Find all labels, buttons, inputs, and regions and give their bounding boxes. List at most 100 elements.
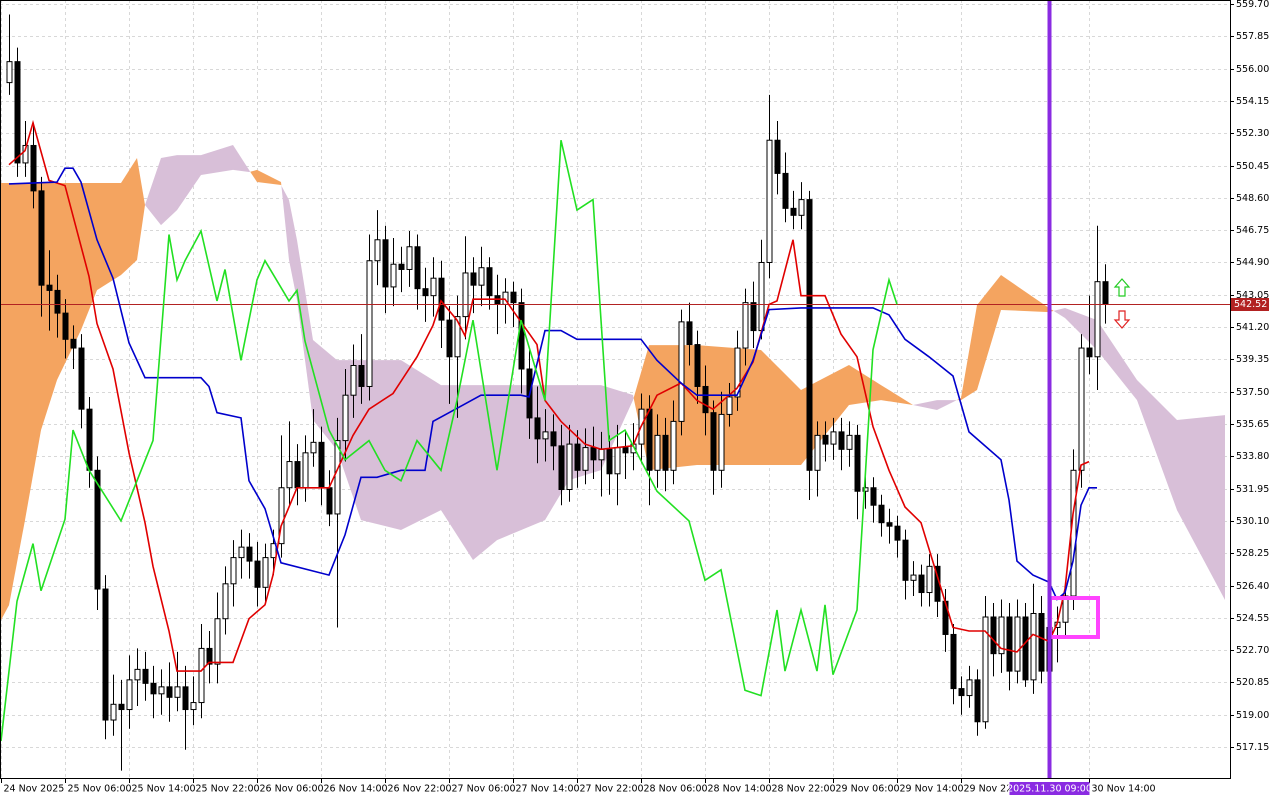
candle-body (558, 445, 565, 491)
x-tick-label: 29 Nov 22:00 (964, 784, 1028, 795)
candle-body (390, 263, 397, 288)
candle-body (446, 319, 453, 358)
x-tick-label: 27 Nov 06:00 (452, 784, 516, 795)
y-tick-label: 554.15 (1236, 96, 1269, 107)
candle-body (782, 172, 789, 209)
x-tick-label: 26 Nov 22:00 (388, 784, 452, 795)
x-tick-label: 25 Nov 14:00 (132, 784, 196, 795)
candle-body (774, 139, 781, 174)
candle-body (582, 447, 589, 471)
y-tick-label: 535.65 (1236, 419, 1269, 430)
cloud-fill (25, 183, 41, 521)
y-tick-label: 533.80 (1236, 451, 1269, 462)
x-tick-label: 26 Nov 06:00 (260, 784, 324, 795)
candle-body (254, 560, 261, 588)
candle-body (406, 246, 413, 270)
cloud-fill (633, 395, 634, 401)
candle-body (1094, 281, 1101, 358)
candle-body (158, 686, 165, 695)
cloud-fill (9, 183, 25, 606)
candle-body (966, 679, 973, 697)
y-tick-label: 531.95 (1236, 484, 1269, 495)
indicator-line (0, 140, 898, 742)
candle-body (94, 469, 101, 590)
candle-body (534, 417, 541, 440)
candle-body (918, 574, 925, 594)
y-tick-label: 526.40 (1236, 581, 1269, 592)
candle-body (614, 447, 621, 475)
candle-body (14, 61, 21, 164)
candle-body (166, 686, 173, 698)
cloud-fill (977, 275, 1001, 390)
y-tick-label: 556.00 (1236, 64, 1269, 75)
candle-body (70, 338, 77, 349)
candle-body (486, 267, 493, 297)
x-tick-label: 27 Nov 22:00 (580, 784, 644, 795)
cloud-fill (473, 385, 497, 561)
y-tick-label: 552.30 (1236, 128, 1269, 139)
candle-body (350, 365, 357, 396)
candle-body (126, 679, 133, 711)
candle-body (702, 385, 709, 414)
cloud-fill (297, 240, 313, 420)
y-tick-label: 541.20 (1236, 322, 1269, 333)
candle-body (422, 288, 429, 297)
candle-body (1038, 612, 1045, 672)
candle-body (998, 616, 1005, 655)
candle-body (206, 647, 213, 665)
candle-body (742, 302, 749, 349)
sell-arrow (1113, 310, 1131, 329)
candle-body (430, 277, 437, 297)
x-tick-label: 25 Nov 06:00 (68, 784, 132, 795)
candle-body (302, 452, 309, 489)
x-tick-label: 29 Nov 14:00 (900, 784, 964, 795)
candle-body (862, 487, 869, 492)
candle-body (54, 289, 61, 314)
candle-body (1022, 616, 1029, 681)
candle-body (134, 668, 141, 681)
candle-body (814, 434, 821, 471)
indicator-lines (0, 119, 1230, 742)
candle-body (838, 431, 845, 450)
candle-body (174, 686, 181, 698)
grid (0, 0, 1230, 778)
cloud-fill (881, 385, 913, 405)
cloud-fill (1001, 275, 1049, 313)
cloud-fill (289, 199, 297, 301)
cloud-fill (337, 360, 361, 521)
candle-body (262, 557, 269, 588)
candle-body (142, 668, 149, 684)
cloud-fill (1, 183, 9, 621)
cloud-fill (801, 364, 849, 466)
candle-body (846, 434, 853, 450)
candle-body (78, 347, 85, 410)
current-price-tag (1231, 298, 1269, 311)
candle-body (870, 487, 877, 506)
y-tick-label: 517.15 (1236, 742, 1269, 753)
candle-body (150, 682, 157, 695)
candle-body (414, 246, 421, 290)
cloud-fill (57, 183, 81, 381)
candle-body (574, 443, 581, 471)
candle-body (374, 239, 381, 262)
x-tick-label: 30 Nov 14:00 (1092, 784, 1156, 795)
cloud-fill (281, 185, 289, 261)
candle-body (910, 574, 917, 581)
cloud-fill (201, 144, 233, 175)
y-tick-label: 519.00 (1236, 710, 1269, 721)
candle-body (326, 487, 333, 515)
candle-body (454, 316, 461, 358)
candle-body (766, 139, 773, 263)
y-tick-label: 520.85 (1236, 677, 1269, 688)
candle-body (462, 272, 469, 318)
candle-body (310, 441, 317, 454)
x-tick-label: 25 Nov 22:00 (196, 784, 260, 795)
candle-body (878, 504, 885, 524)
candle-body (950, 633, 957, 690)
candle-body (398, 263, 405, 270)
candle-body (686, 321, 693, 346)
cloud-fill (497, 385, 545, 541)
candle-body (102, 588, 109, 721)
